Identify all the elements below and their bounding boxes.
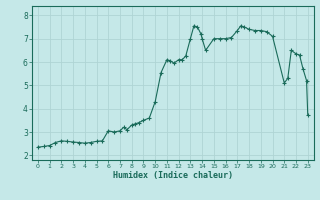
X-axis label: Humidex (Indice chaleur): Humidex (Indice chaleur) bbox=[113, 171, 233, 180]
